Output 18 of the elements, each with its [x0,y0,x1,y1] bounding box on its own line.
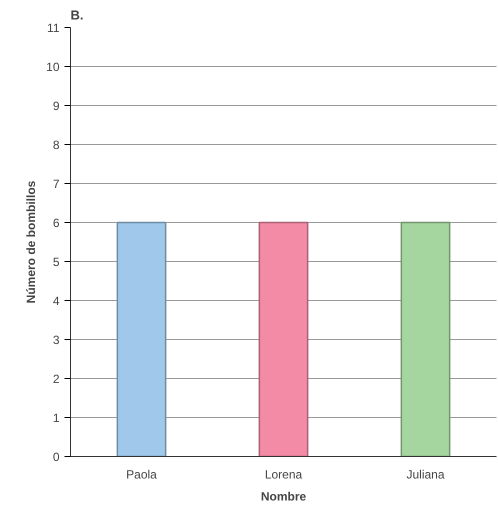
x-tick-label: Lorena [264,468,303,482]
y-tick-label: 1 [52,411,60,425]
y-tick-label: 6 [52,216,60,230]
y-tick-label: 10 [46,60,60,74]
y-tick-label: 9 [52,99,60,113]
y-tick-label: 0 [52,450,60,464]
x-axis-title: Nombre [260,490,306,504]
y-tick-label: 3 [52,333,60,347]
y-tick-label: 7 [52,177,60,191]
y-axis-title: Número de bombillos [24,180,38,304]
y-tick-label: 4 [52,294,60,308]
x-tick-label: Juliana [406,468,445,482]
y-tick-label: 11 [47,21,60,35]
y-tick-label: 8 [52,138,60,152]
y-tick-label: 2 [52,372,60,386]
y-tick-label: 5 [52,255,60,269]
chart-title: B. [70,8,84,22]
x-tick-label: Paola [126,468,158,482]
